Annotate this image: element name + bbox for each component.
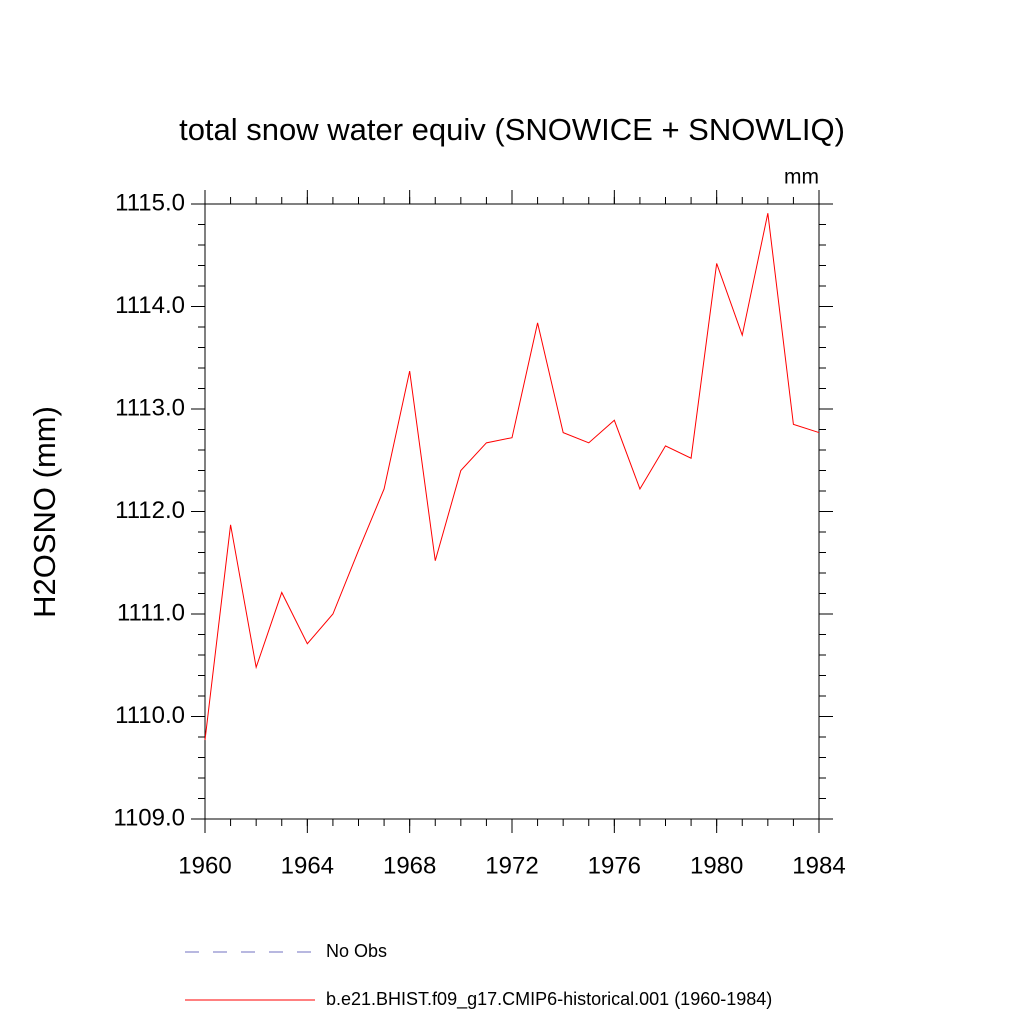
x-tick-label: 1964 bbox=[281, 852, 334, 879]
y-tick-label: 1113.0 bbox=[115, 394, 185, 421]
units-label: mm bbox=[784, 166, 819, 189]
x-tick-label: 1968 bbox=[383, 852, 436, 879]
y-tick-label: 1111.0 bbox=[117, 599, 185, 626]
y-tick-label: 1115.0 bbox=[115, 189, 185, 216]
x-tick-label: 1960 bbox=[178, 852, 231, 879]
x-tick-label: 1976 bbox=[588, 852, 641, 879]
chart-title: total snow water equiv (SNOWICE + SNOWLI… bbox=[179, 112, 845, 147]
y-tick-label: 1114.0 bbox=[115, 292, 185, 319]
y-tick-label: 1112.0 bbox=[115, 497, 185, 524]
legend-label: b.e21.BHIST.f09_g17.CMIP6-historical.001… bbox=[326, 989, 772, 1010]
y-tick-label: 1109.0 bbox=[113, 804, 185, 831]
legend-label: No Obs bbox=[326, 941, 387, 961]
data-line bbox=[204, 213, 820, 741]
plot-frame bbox=[204, 203, 820, 820]
x-tick-label: 1984 bbox=[792, 852, 845, 879]
y-tick-label: 1110.0 bbox=[115, 702, 185, 729]
x-tick-label: 1972 bbox=[485, 852, 538, 879]
y-axis-label: H2OSNO (mm) bbox=[27, 406, 62, 618]
x-tick-label: 1980 bbox=[690, 852, 743, 879]
